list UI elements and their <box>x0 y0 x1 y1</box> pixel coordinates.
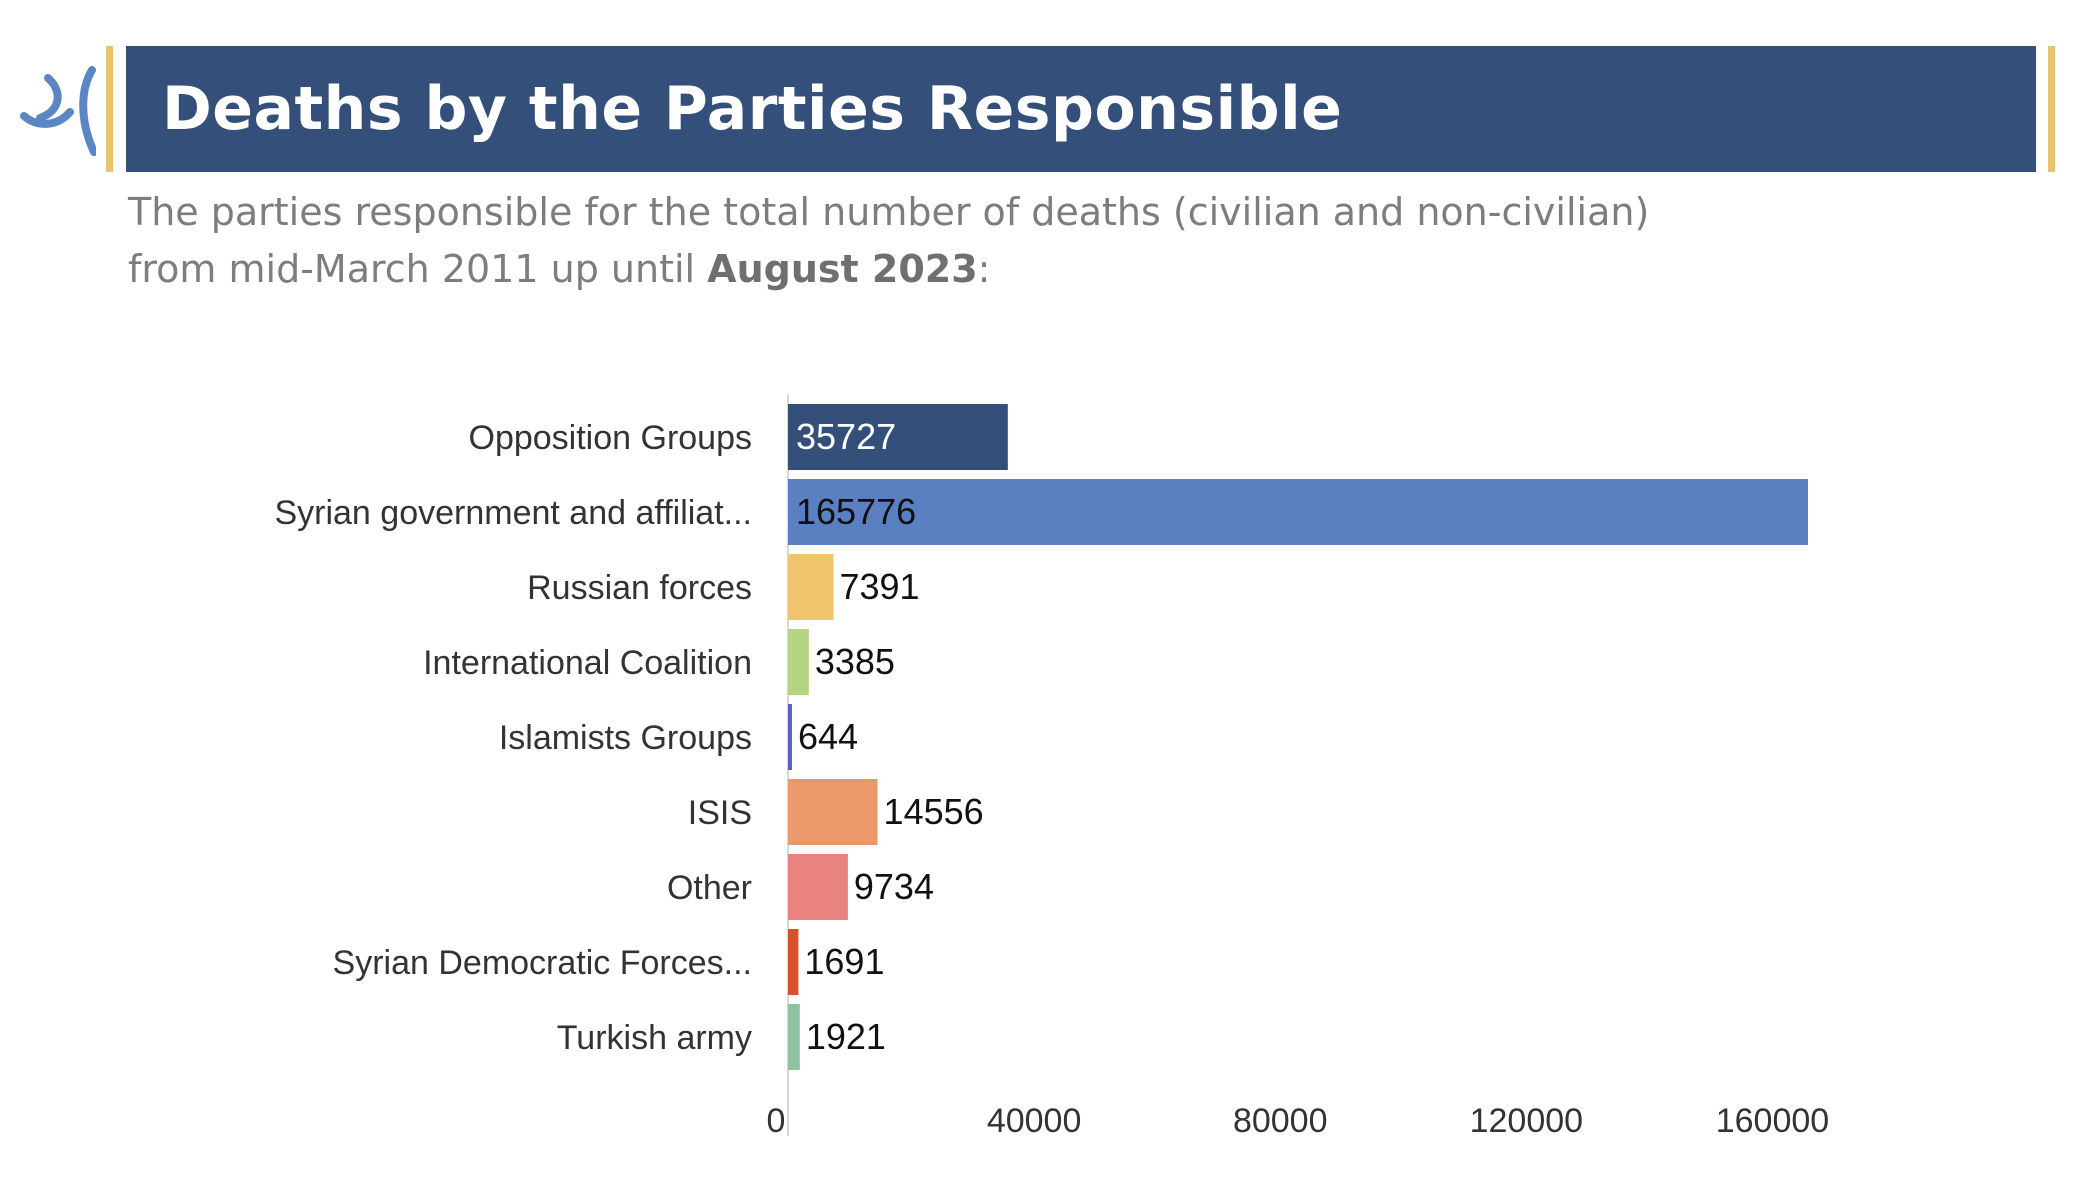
data-label: 165776 <box>796 491 916 532</box>
bar <box>788 929 799 995</box>
bar <box>788 479 1808 545</box>
data-label: 1691 <box>804 941 884 982</box>
data-label: 644 <box>798 716 858 757</box>
subtitle-line-2-suffix: : <box>977 247 991 291</box>
category-label: Turkish army <box>557 1019 752 1057</box>
accent-bar-left <box>106 46 113 172</box>
x-tick-label: 80000 <box>1233 1102 1328 1140</box>
subtitle-line-1: The parties responsible for the total nu… <box>128 190 1650 234</box>
data-label: 3385 <box>815 641 895 682</box>
x-tick-label: 0 <box>767 1102 786 1140</box>
title-banner: Deaths by the Parties Responsible <box>126 46 2036 172</box>
x-tick-label: 40000 <box>987 1102 1082 1140</box>
data-label: 9734 <box>854 866 934 907</box>
bar <box>788 629 809 695</box>
category-label: ISIS <box>688 794 752 832</box>
accent-bar-right <box>2048 46 2055 172</box>
category-label: Opposition Groups <box>469 419 753 457</box>
data-label: 35727 <box>796 416 896 457</box>
category-label: Syrian Democratic Forces... <box>333 944 752 982</box>
bar <box>788 404 1008 470</box>
x-tick-label: 160000 <box>1716 1102 1829 1140</box>
category-label: Other <box>667 869 752 907</box>
data-label: 1921 <box>806 1016 886 1057</box>
subtitle-date: August 2023 <box>707 247 978 291</box>
category-label: International Coalition <box>423 644 752 682</box>
category-label: Syrian government and affiliat... <box>274 494 752 532</box>
bar <box>788 854 848 920</box>
logo-icon <box>20 66 96 156</box>
data-label: 7391 <box>839 566 919 607</box>
bar <box>788 779 878 845</box>
x-tick-label: 120000 <box>1470 1102 1583 1140</box>
bar <box>788 704 792 770</box>
bar <box>788 554 834 620</box>
subtitle-line-2: from mid-March 2011 up until August 2023… <box>128 241 1928 298</box>
subtitle: The parties responsible for the total nu… <box>128 184 1928 298</box>
data-label: 14556 <box>884 791 984 832</box>
category-label: Russian forces <box>527 569 752 607</box>
category-label: Islamists Groups <box>499 719 752 757</box>
subtitle-line-2-prefix: from mid-March 2011 up until <box>128 247 708 291</box>
bar <box>788 1004 800 1070</box>
page-title: Deaths by the Parties Responsible <box>162 74 1343 144</box>
